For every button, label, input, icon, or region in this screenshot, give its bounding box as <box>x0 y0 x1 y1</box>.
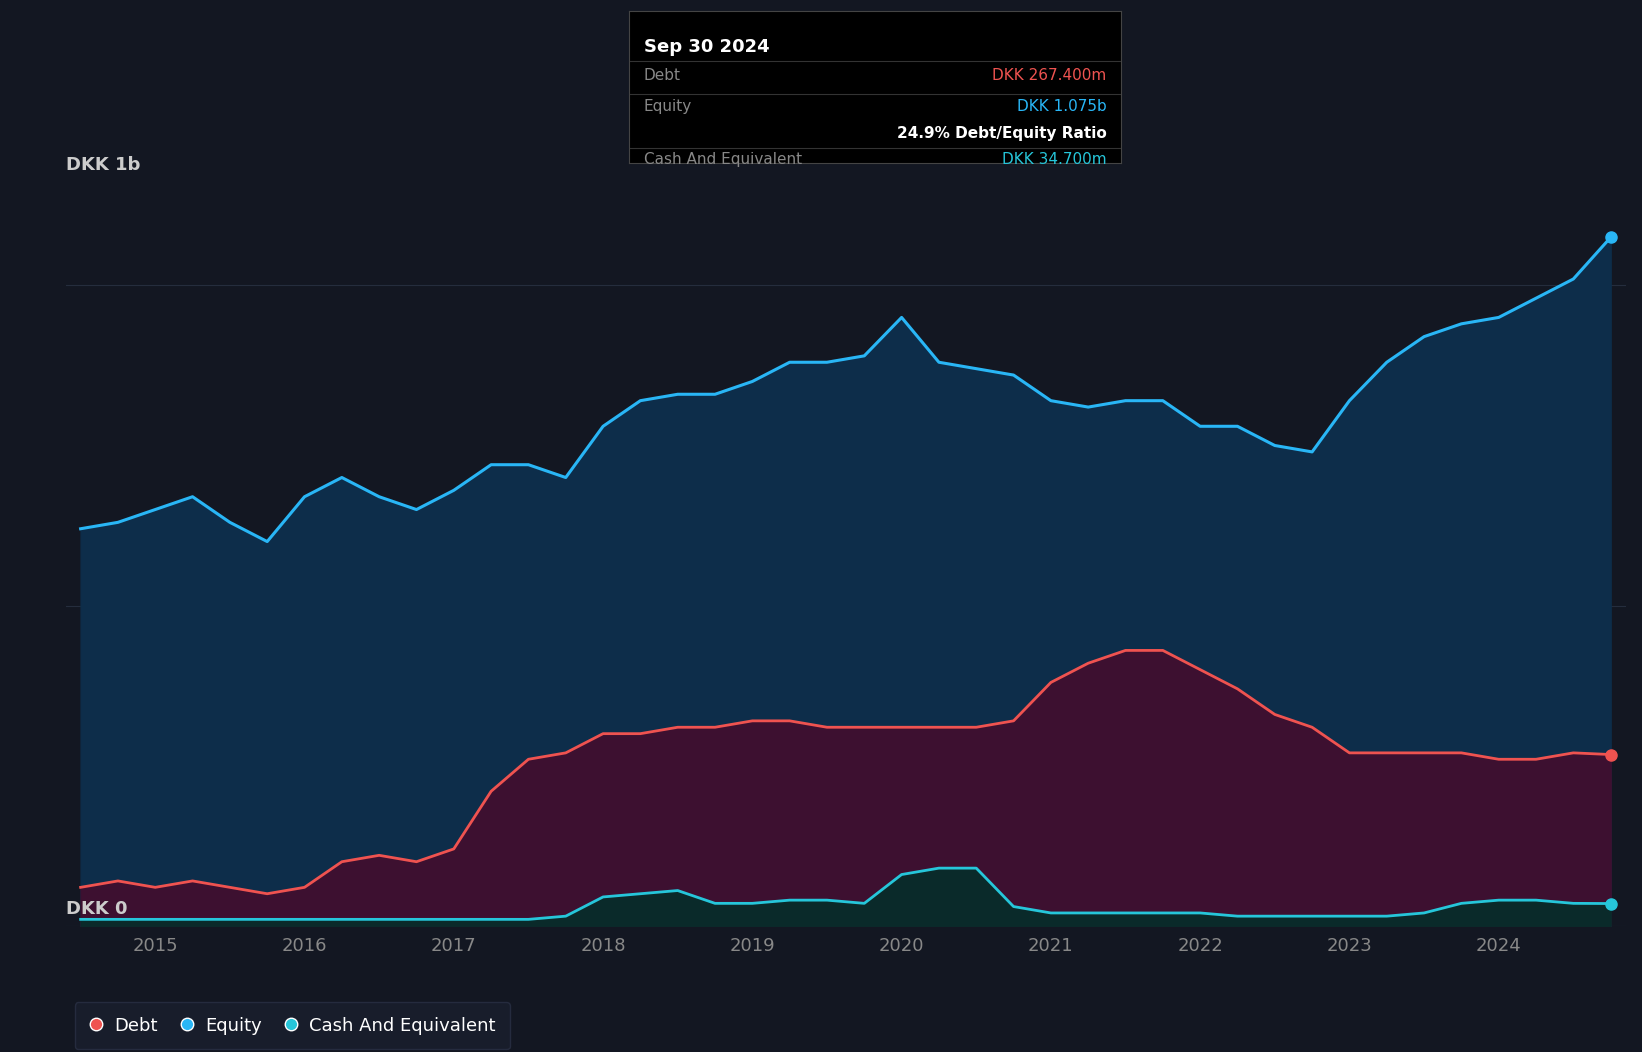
Text: Cash And Equivalent: Cash And Equivalent <box>644 153 801 167</box>
Text: Equity: Equity <box>644 99 691 114</box>
Text: DKK 34.700m: DKK 34.700m <box>1002 153 1107 167</box>
Text: DKK 267.400m: DKK 267.400m <box>992 68 1107 83</box>
Text: Sep 30 2024: Sep 30 2024 <box>644 38 770 56</box>
Text: DKK 1b: DKK 1b <box>66 156 140 174</box>
Text: DKK 1.075b: DKK 1.075b <box>1016 99 1107 114</box>
Text: Debt: Debt <box>644 68 681 83</box>
Text: DKK 0: DKK 0 <box>66 901 126 918</box>
Text: 24.9% Debt/Equity Ratio: 24.9% Debt/Equity Ratio <box>897 126 1107 141</box>
Legend: Debt, Equity, Cash And Equivalent: Debt, Equity, Cash And Equivalent <box>74 1003 509 1049</box>
